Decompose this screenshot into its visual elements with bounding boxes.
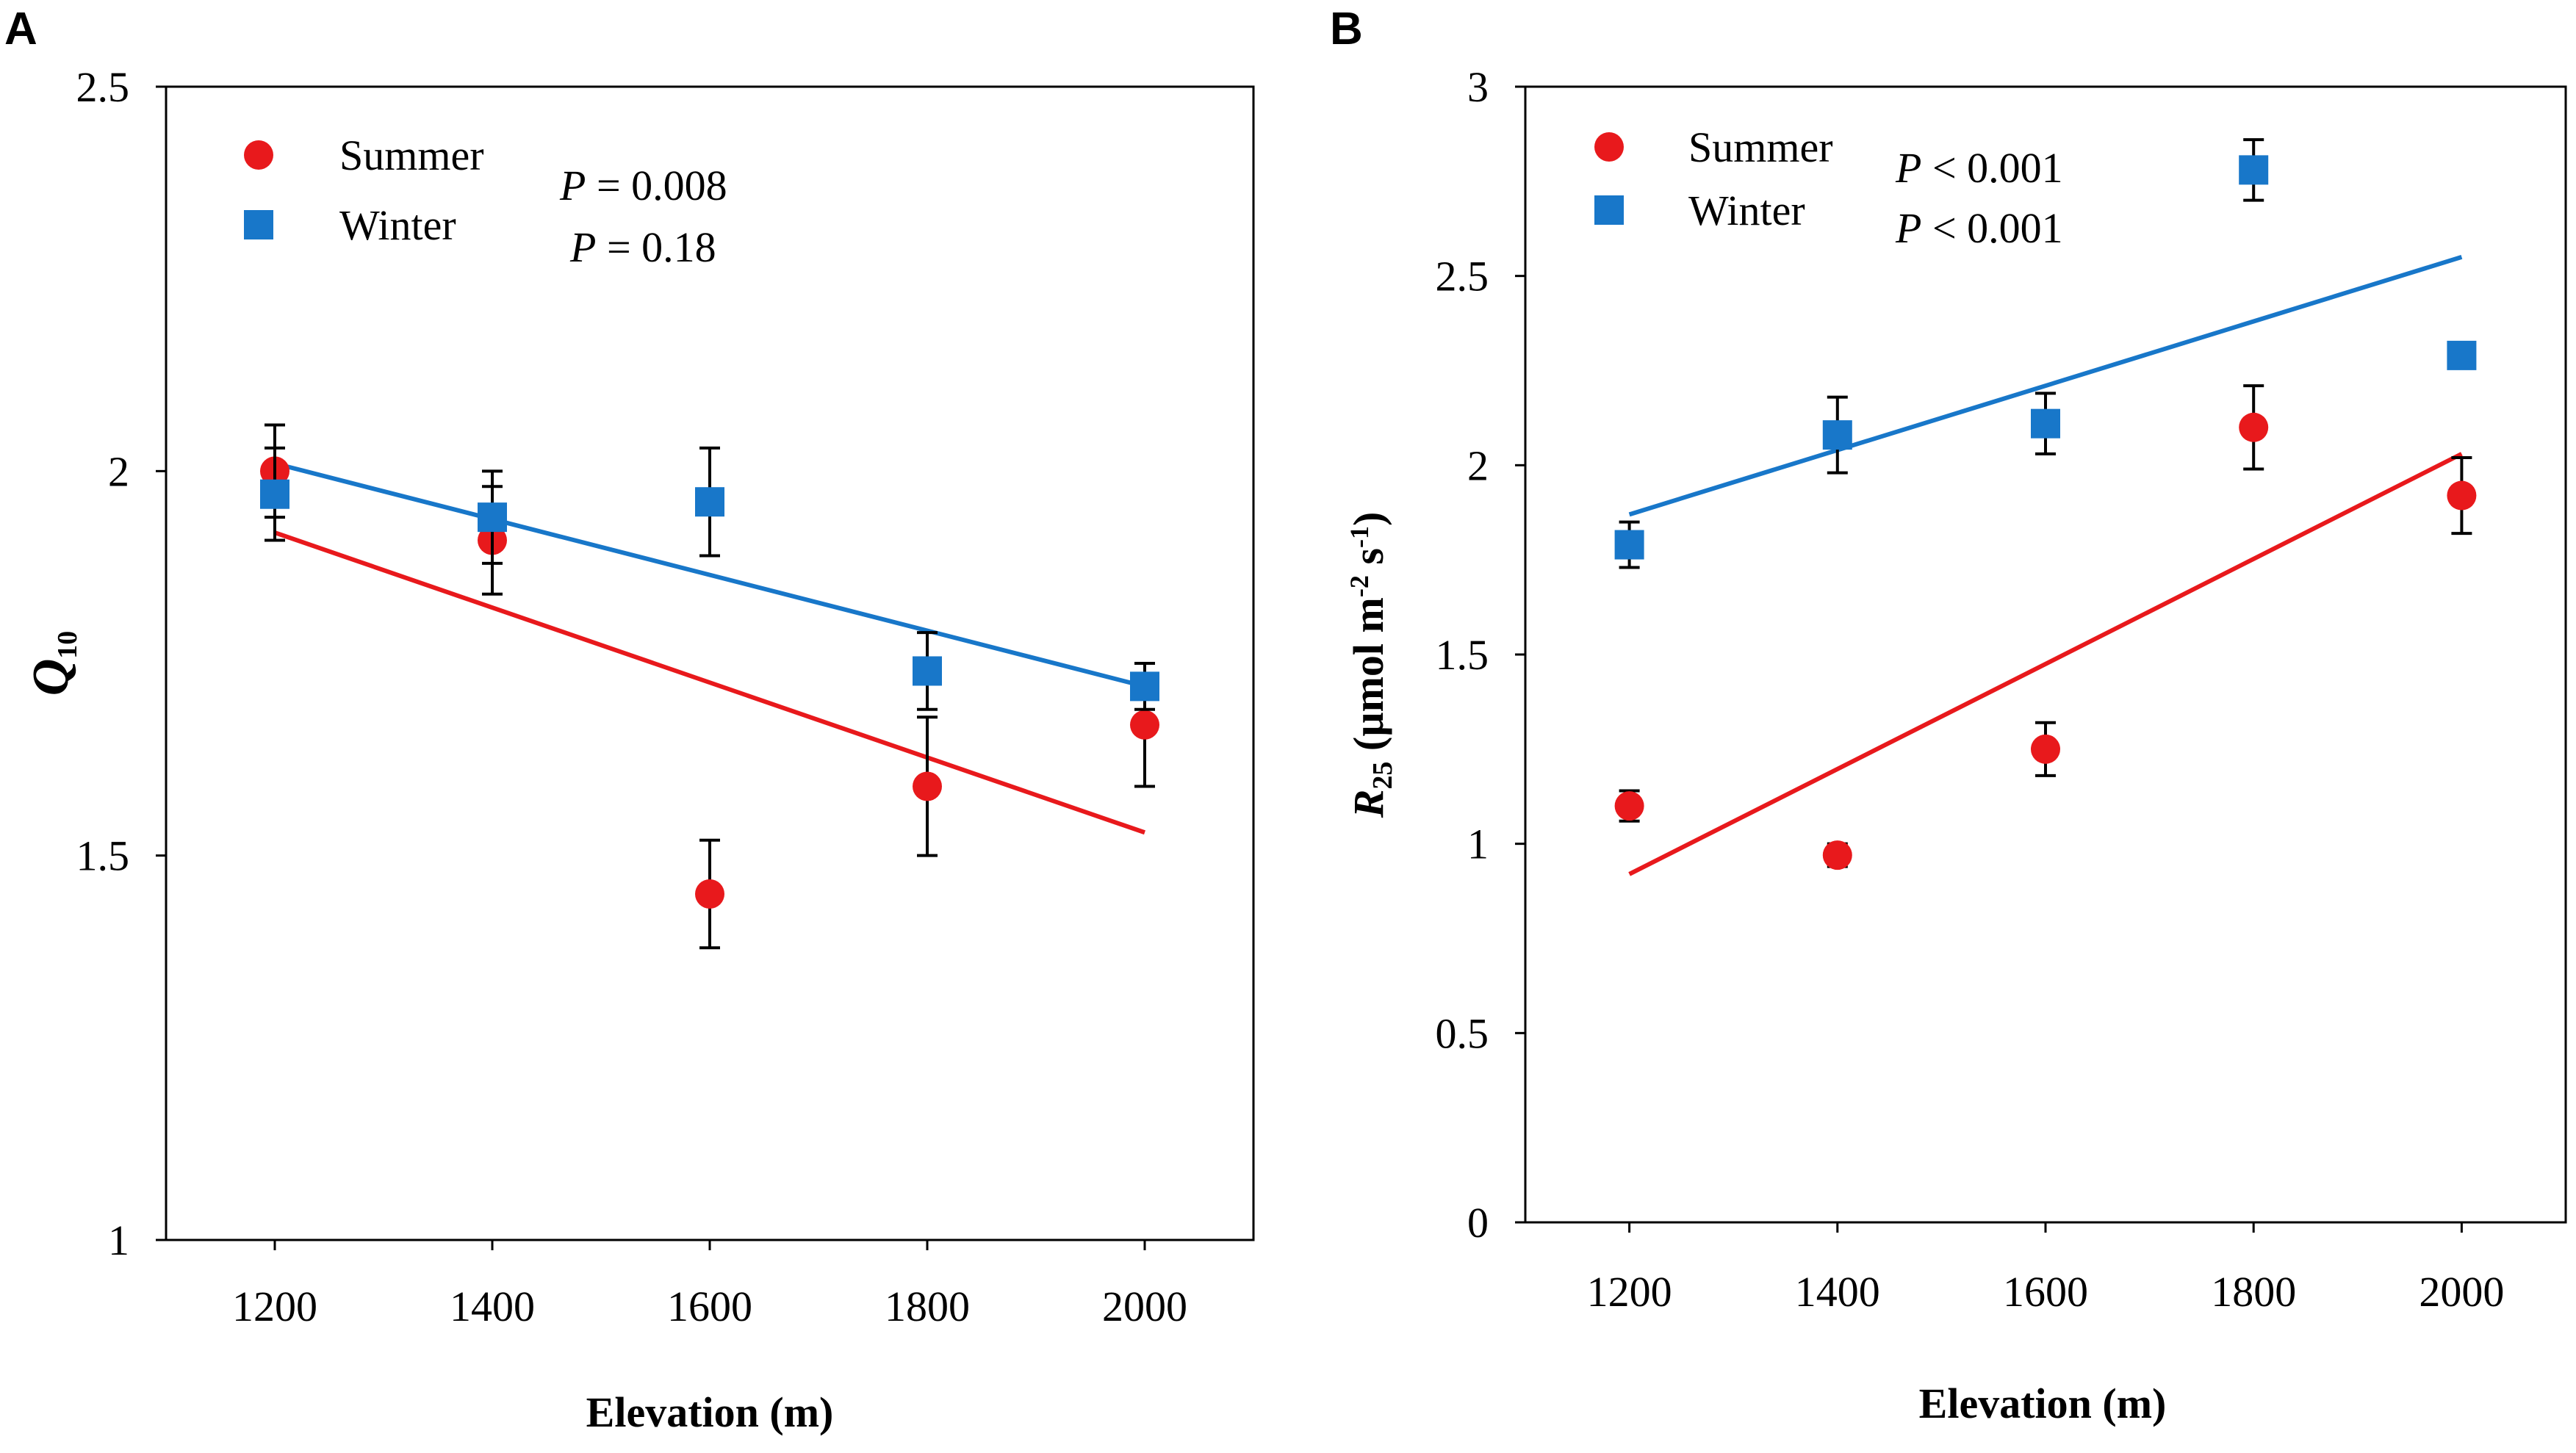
panel-b-x-tick-label: 1800 — [2211, 1268, 2296, 1316]
panel-b-y-tick-label: 2.5 — [1436, 253, 1489, 300]
panel-a-legend-winter-label: Winter — [339, 201, 456, 249]
panel-a-x-tick-label: 2000 — [1102, 1283, 1187, 1330]
panel-a-x-tick-label: 1600 — [667, 1283, 752, 1330]
panel-a-x-tick-label: 1200 — [232, 1283, 317, 1330]
panel-a-y-tick-label: 2 — [108, 447, 129, 495]
panel-a-summer-point — [913, 771, 942, 801]
panel-b-legend-summer-marker — [1594, 132, 1624, 162]
panel-b-winter-point — [2447, 340, 2477, 370]
panel-b-x-tick-label: 1200 — [1587, 1268, 1672, 1316]
p-operator: = — [596, 223, 641, 271]
y-axis-title-unit: s — [1345, 548, 1392, 575]
panel-b-y-axis-title: R25 (µmol m-2 s-1) — [1345, 512, 1398, 819]
y-axis-title-unit: ) — [1345, 512, 1392, 526]
p-symbol: P — [559, 162, 586, 209]
panel-b-y-tick-label: 3 — [1467, 63, 1489, 111]
panel-b-winter-trend-line — [1628, 255, 2463, 517]
panel-a-y-tick-label: 2.5 — [76, 63, 130, 111]
panel-a-legend-summer-label: Summer — [339, 131, 484, 179]
panel-a-letter: A — [4, 4, 37, 54]
panel-b-legend-winter-label: Winter — [1688, 187, 1805, 234]
panel-a-y-tick-label: 1.5 — [76, 832, 130, 880]
panel-a-summer-point — [695, 879, 724, 909]
panel-a-winter-trend-line — [274, 461, 1145, 689]
panel-a-winter-point — [913, 656, 942, 686]
panel-a-legend-winter-marker — [244, 210, 273, 239]
p-number: 0.001 — [1967, 144, 2063, 192]
panel-b-winter-point — [2239, 155, 2269, 185]
panel-b-x-tick-label: 2000 — [2419, 1268, 2504, 1316]
panel-b-summer-point — [2447, 480, 2477, 511]
panel-b-y-tick-label: 2 — [1467, 441, 1489, 489]
y-axis-title-unit: (µmol m — [1345, 597, 1392, 761]
p-number: 0.001 — [1967, 204, 2063, 252]
panel-b-summer-trend-line — [1628, 452, 2463, 876]
panel-a-legend-winter-p-value: P = 0.18 — [569, 223, 716, 271]
panel-a-winter-point — [260, 479, 289, 509]
panel-b-y-tick-label: 1.5 — [1436, 631, 1489, 679]
panel-b-y-tick-label: 1 — [1467, 821, 1489, 868]
panel-b-x-tick-label: 1600 — [2003, 1268, 2088, 1316]
panel-b-x-axis-title: Elevation (m) — [1919, 1380, 2167, 1427]
y-axis-title-superscript: -2 — [1345, 575, 1374, 597]
panel-b-legend-winter-marker — [1594, 195, 1624, 225]
panel-b-legend-summer-label: Summer — [1688, 123, 1833, 171]
panel-b-summer-point — [1614, 791, 1644, 821]
panel-a-x-tick-label: 1800 — [885, 1283, 970, 1330]
panel-a-summer-trend-line — [274, 530, 1145, 835]
panel-b-y-tick-label: 0 — [1467, 1199, 1489, 1247]
panel-b-y-tick-label: 0.5 — [1436, 1009, 1489, 1057]
p-operator: < — [1921, 204, 1967, 252]
panel-b-winter-point — [2031, 408, 2060, 439]
panel-a-x-tick-label: 1400 — [450, 1283, 535, 1330]
panel-a-legend-summer-marker — [244, 140, 273, 170]
panel-a-winter-point — [1130, 671, 1159, 702]
panel-a-winter-point — [478, 502, 507, 533]
panel-a-y-axis-title: Q10 — [23, 631, 83, 696]
p-symbol: P — [569, 223, 596, 271]
panel-a-chart: 1 1.5 2 2.5 1200 1400 1600 1800 2000 Elevation (m… — [23, 63, 1255, 1436]
p-number: 0.008 — [631, 162, 727, 209]
panel-b-legend-summer-p-value: P < 0.001 — [1895, 144, 2063, 192]
panel-b-x-tick-label: 1400 — [1795, 1268, 1880, 1316]
p-symbol: P — [1895, 204, 1921, 252]
y-axis-title-superscript: -1 — [1345, 526, 1374, 548]
panel-a-winter-point — [695, 487, 724, 517]
p-symbol: P — [1895, 144, 1921, 192]
p-number: 0.18 — [641, 223, 716, 271]
panel-b-chart: 0 0.5 1 1.5 2 2.5 3 1200 1400 1600 1800 2000 Elevati… — [1345, 63, 2567, 1427]
y-axis-title-symbol: R — [1345, 790, 1392, 819]
y-axis-title-symbol: Q — [23, 659, 79, 696]
panel-b-winter-point — [1822, 420, 1852, 450]
p-operator: < — [1921, 144, 1967, 192]
panel-b-winter-point — [1614, 530, 1644, 560]
panel-a-summer-point — [1130, 710, 1159, 740]
panel-a-y-tick-label: 1 — [108, 1216, 129, 1264]
panel-b-summer-point — [1822, 840, 1852, 870]
p-operator: = — [586, 162, 631, 209]
panel-b-letter: B — [1330, 4, 1363, 54]
panel-b-summer-point — [2031, 734, 2060, 764]
panel-b-summer-point — [2239, 412, 2269, 442]
panel-b-plot-frame — [1524, 85, 2567, 1224]
panel-b-legend-winter-p-value: P < 0.001 — [1895, 204, 2063, 252]
panel-a-x-axis-title: Elevation (m) — [586, 1388, 834, 1436]
y-axis-title-subscript: 25 — [1367, 762, 1398, 790]
panel-a-legend-summer-p-value: P = 0.008 — [559, 162, 727, 209]
y-axis-title-subscript: 10 — [52, 631, 83, 659]
